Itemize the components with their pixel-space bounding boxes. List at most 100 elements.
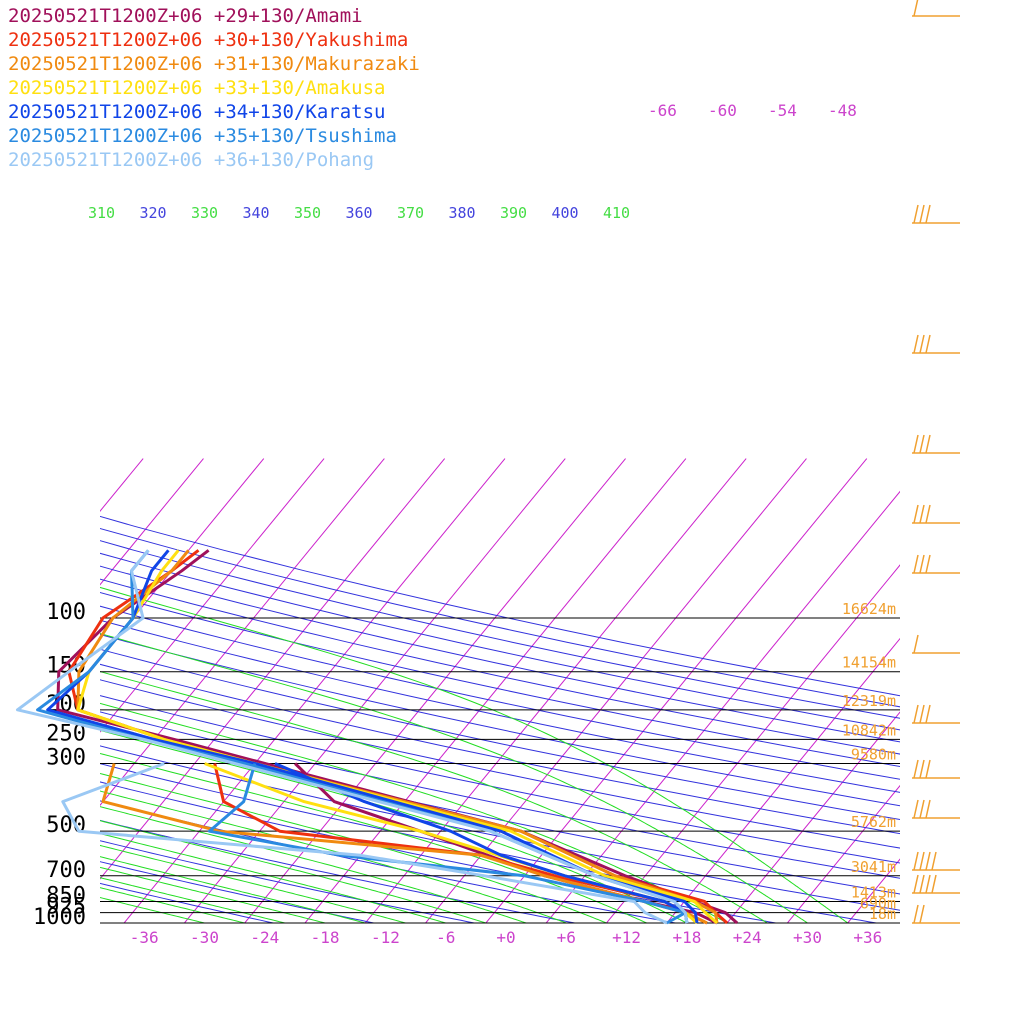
height-label: 16624m xyxy=(842,600,896,618)
pressure-label: 1000 xyxy=(33,905,86,930)
moist-adiabat-line xyxy=(100,671,768,923)
dry-adiabat-line xyxy=(100,763,877,923)
wind-barb xyxy=(912,874,960,894)
height-label: 10842m xyxy=(842,721,896,739)
isotherm-line xyxy=(123,458,506,923)
dry-adiabat-line xyxy=(100,819,575,923)
pressure-label: 500 xyxy=(46,813,86,838)
isotherm-line xyxy=(100,458,385,807)
temperature-tick-label: +0 xyxy=(496,928,515,947)
dry-adiabat-line xyxy=(100,728,900,895)
dry-adiabat-line xyxy=(100,800,676,923)
moist-adiabat-line xyxy=(100,856,366,923)
isotherm-line xyxy=(908,459,1024,923)
moist-adiabat-line xyxy=(100,897,205,923)
isotherm-line xyxy=(545,490,900,923)
temperature-tick-label: +36 xyxy=(853,928,882,947)
isotherm-line xyxy=(0,459,23,923)
wind-barb xyxy=(912,334,960,354)
upper-isotherm-label: -54 xyxy=(768,101,797,120)
dry-adiabat-line xyxy=(100,882,274,923)
moist-adiabat-line xyxy=(100,632,808,923)
wind-barb xyxy=(912,204,960,224)
legend-entry: 20250521T1200Z+06 +33+130/Amakusa xyxy=(8,77,386,99)
theta-label: 410 xyxy=(603,204,630,222)
pressure-label: 300 xyxy=(46,746,86,771)
height-label: 12319m xyxy=(842,692,896,710)
temperature-tick-label: +30 xyxy=(793,928,822,947)
upper-isotherm-labels: -66 -60 -54 -48 xyxy=(648,101,857,120)
temperature-tick-label: +6 xyxy=(557,928,576,947)
wind-barb xyxy=(912,434,960,454)
isotherm-line xyxy=(425,458,807,923)
temperature-tick-label: +12 xyxy=(612,928,641,947)
dry-adiabat-line xyxy=(100,861,374,923)
isotherm-line xyxy=(244,458,626,923)
temperature-axis-labels: -36 -30 -24 -18 -12 -6 +0 +6 +12 +18 +24 +30 +36 xyxy=(130,928,883,947)
theta-label: 400 xyxy=(552,204,579,222)
wind-barb xyxy=(912,904,960,924)
isotherm-line xyxy=(100,458,204,586)
theta-label: 390 xyxy=(500,204,527,222)
wind-barbs xyxy=(912,0,960,924)
wind-barb xyxy=(912,851,960,871)
height-label: 1413m xyxy=(851,883,896,901)
temperature-tick-label: -6 xyxy=(436,928,455,947)
temperature-tick-label: -12 xyxy=(371,928,400,947)
pressure-label: 100 xyxy=(46,600,86,625)
moist-adiabat-line xyxy=(100,752,647,923)
sounding-profiles xyxy=(16,549,739,925)
moist-adiabat-line xyxy=(100,866,326,923)
theta-label: 320 xyxy=(140,204,167,222)
height-labels: 16624m 14154m 12319m 10842m 9580m 5762m 3041m 1… xyxy=(842,600,896,923)
moist-adiabat-line xyxy=(100,833,446,923)
pressure-label: 925 xyxy=(46,895,86,920)
wind-barb xyxy=(912,799,960,819)
temperature-tick-label: -24 xyxy=(250,928,279,947)
temperature-profile-line xyxy=(46,549,699,924)
theta-label: 380 xyxy=(449,204,476,222)
isotherm-line xyxy=(726,711,900,923)
upper-isotherm-label: -60 xyxy=(708,101,737,120)
dewpoint-profile-line xyxy=(61,762,668,925)
isotherm-line xyxy=(606,564,900,923)
temperature-tick-label: +18 xyxy=(672,928,701,947)
pressure-label: 850 xyxy=(46,883,86,908)
moist-adiabat-line xyxy=(100,806,527,923)
theta-label: 370 xyxy=(397,204,424,222)
theta-label: 360 xyxy=(346,204,373,222)
moist-adiabat-line xyxy=(100,877,286,923)
height-label: 14154m xyxy=(842,654,896,672)
moist-adiabat-line xyxy=(100,844,406,923)
height-label: 18m xyxy=(869,905,896,923)
isotherm-line xyxy=(100,458,265,660)
theta-label: 330 xyxy=(191,204,218,222)
dry-adiabat-line xyxy=(100,711,900,879)
moist-adiabat-line xyxy=(100,586,849,923)
legend-entry: 20250521T1200Z+06 +36+130/Pohang xyxy=(8,149,375,171)
wind-barb xyxy=(912,759,960,779)
upper-isotherm-label: -48 xyxy=(828,101,857,120)
wind-barb xyxy=(912,704,960,724)
height-label: 9580m xyxy=(851,746,896,764)
temperature-tick-label: +24 xyxy=(733,928,762,947)
temperature-tick-label: -30 xyxy=(190,928,219,947)
theta-label: 350 xyxy=(294,204,321,222)
legend-entry: 20250521T1200Z+06 +34+130/Karatsu xyxy=(8,101,386,123)
theta-label: 310 xyxy=(88,204,115,222)
isotherm-line xyxy=(100,458,325,733)
isotherm-line xyxy=(100,458,446,880)
wind-barb xyxy=(912,0,960,17)
dewpoint-profile-line xyxy=(207,763,687,925)
height-label: 5762m xyxy=(851,813,896,831)
isotherm-line xyxy=(666,637,900,923)
legend-entry: 20250521T1200Z+06 +30+130/Yakushima xyxy=(8,29,409,51)
isotherm-line xyxy=(968,459,1024,923)
moist-adiabat-line xyxy=(100,887,245,923)
temperature-profile-line xyxy=(16,549,689,924)
theta-labels: 310 320 330 340 350 360 370 380 390 400 410 xyxy=(88,204,630,222)
legend: 20250521T1200Z+06 +29+130/Amami 20250521T… xyxy=(8,4,420,172)
pressure-label: 700 xyxy=(46,858,86,883)
